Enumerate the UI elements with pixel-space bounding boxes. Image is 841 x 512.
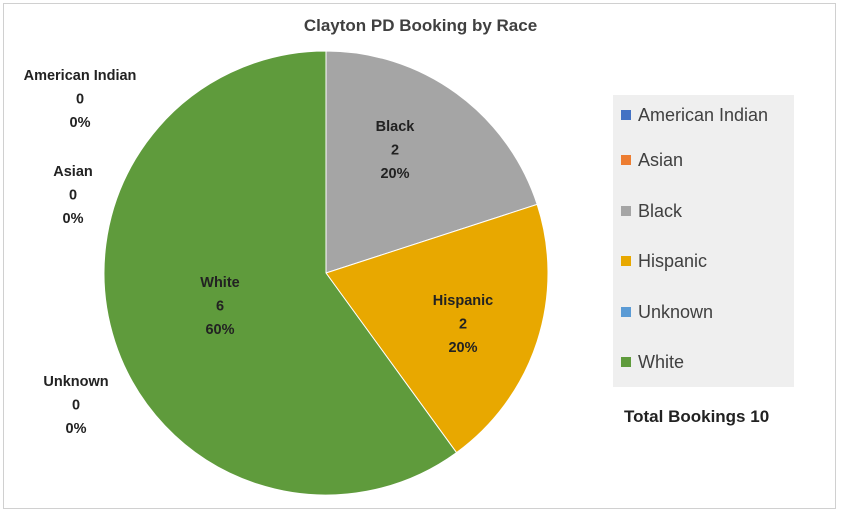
- data-label-hispanic: Hispanic 2 20%: [433, 293, 493, 356]
- legend-item-black: Black: [621, 199, 682, 223]
- legend-label: Hispanic: [638, 250, 708, 271]
- data-label-black: Black 2 20%: [376, 119, 416, 182]
- legend-label: Asian: [638, 149, 684, 170]
- legend-swatch: [621, 256, 631, 266]
- pie-slice-hispanic: [325, 203, 549, 454]
- pie-slice-black: [325, 50, 538, 274]
- legend-label: White: [638, 351, 685, 372]
- legend-item-american-indian: American Indian: [621, 103, 768, 127]
- legend-item-hispanic: Hispanic: [621, 249, 707, 273]
- legend-label: American Indian: [638, 104, 769, 125]
- data-label-asian: Asian 0 0%: [53, 164, 93, 227]
- legend-swatch: [621, 155, 631, 165]
- data-label-white: White 6 60%: [200, 275, 239, 338]
- legend-label: Black: [638, 200, 683, 221]
- total-bookings-label: Total Bookings 10: [624, 407, 770, 426]
- legend-item-asian: Asian: [621, 148, 683, 172]
- legend-item-white: White: [621, 350, 684, 374]
- legend-item-unknown: Unknown: [621, 300, 713, 324]
- legend-swatch: [621, 357, 631, 367]
- data-label-unknown: Unknown 0 0%: [43, 374, 108, 437]
- legend-swatch: [621, 307, 631, 317]
- legend: American Indian Asian Black Hispanic Unk…: [613, 95, 794, 387]
- pie-slice-white: [103, 50, 458, 496]
- legend-swatch: [621, 206, 631, 216]
- legend-label: Unknown: [638, 301, 714, 322]
- legend-swatch: [621, 110, 631, 120]
- data-label-american-indian: American Indian 0 0%: [24, 68, 137, 131]
- chart-title: Clayton PD Booking by Race: [303, 16, 538, 35]
